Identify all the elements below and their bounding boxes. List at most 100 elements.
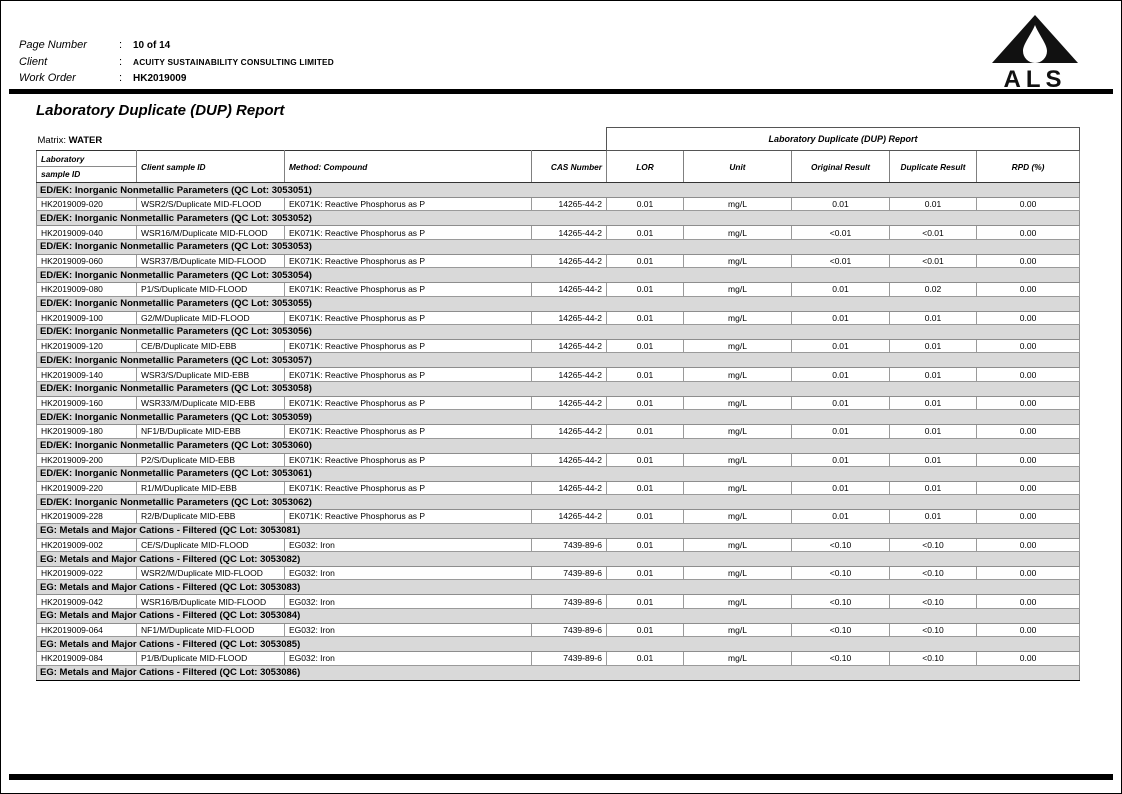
cell-unit: mg/L [683,367,792,382]
cell-lor: 0.01 [606,282,684,297]
cell-rpd: 0.00 [975,566,1081,581]
cell-client-id: NF1/M/Duplicate MID-FLOOD [136,623,285,638]
bottom-divider-bar [9,774,1113,780]
cell-unit: mg/L [683,538,792,553]
cell-lor: 0.01 [606,566,684,581]
cell-unit: mg/L [683,197,792,212]
section-header-row: ED/EK: Inorganic Nonmetallic Parameters … [35,323,1081,340]
cell-rpd: 0.00 [975,367,1081,382]
cell-client-id: R2/B/Duplicate MID-EBB [136,509,285,524]
cell-unit: mg/L [683,424,792,439]
cell-client-id: P1/B/Duplicate MID-FLOOD [136,651,285,666]
table-row: HK2019009-002 CE/S/Duplicate MID-FLOOD EG0… [36,538,1081,553]
cell-cas: 14265-44-2 [531,282,607,297]
cell-cas: 7439-89-6 [531,651,607,666]
section-header-row: ED/EK: Inorganic Nonmetallic Parameters … [35,465,1081,482]
cell-lor: 0.01 [606,225,684,240]
section-title: EG: Metals and Major Cations - Filtered … [35,522,1081,539]
cell-method: EG032: Iron [284,538,532,553]
section-title: ED/EK: Inorganic Nonmetallic Parameters … [35,465,1081,482]
cell-lab-id: HK2019009-100 [36,311,137,325]
cell-lab-id: HK2019009-200 [36,453,137,467]
cell-client-id: WSR3/S/Duplicate MID-EBB [136,367,285,382]
cell-lab-id: HK2019009-220 [36,481,137,496]
cell-method: EK071K: Reactive Phosphorus as P [284,367,532,382]
section-header-row: EG: Metals and Major Cations - Filtered … [35,607,1081,624]
section-title: ED/EK: Inorganic Nonmetallic Parameters … [35,494,1081,511]
cell-original: 0.01 [791,453,890,467]
cell-original: <0.10 [791,538,890,553]
cell-client-id: WSR2/S/Duplicate MID-FLOOD [136,197,285,212]
colon: : [119,72,123,84]
col-header-client-sample-id: Client sample ID [136,150,285,183]
cell-rpd: 0.00 [975,311,1081,325]
als-logo-text: ALS [1004,66,1067,91]
cell-cas: 14265-44-2 [531,311,607,325]
dup-report-table: Matrix: WATER Laboratory Duplicate (DUP)… [35,127,1081,681]
cell-lab-id: HK2019009-040 [36,225,137,240]
cell-unit: mg/L [683,481,792,496]
cell-lor: 0.01 [606,424,684,439]
table-row: HK2019009-080 P1/S/Duplicate MID-FLOOD EK0… [36,282,1081,297]
table-row: HK2019009-040 WSR16/M/Duplicate MID-FLOOD… [36,225,1081,240]
cell-duplicate: <0.10 [889,538,977,553]
cell-cas: 14265-44-2 [531,481,607,496]
cell-client-id: WSR37/B/Duplicate MID-FLOOD [136,254,285,269]
cell-lor: 0.01 [606,509,684,524]
cell-rpd: 0.00 [975,509,1081,524]
cell-method: EG032: Iron [284,594,532,609]
section-header-row: ED/EK: Inorganic Nonmetallic Parameters … [35,437,1081,454]
cell-lab-id: HK2019009-022 [36,566,137,581]
cell-lab-id: HK2019009-084 [36,651,137,666]
cell-rpd: 0.00 [975,225,1081,240]
section-header-row: ED/EK: Inorganic Nonmetallic Parameters … [35,409,1081,426]
cell-duplicate: 0.02 [889,282,977,297]
col-header-original-result: Original Result [791,150,890,183]
cell-cas: 14265-44-2 [531,367,607,382]
cell-rpd: 0.00 [975,623,1081,638]
cell-unit: mg/L [683,311,792,325]
cell-rpd: 0.00 [975,396,1081,411]
cell-rpd: 0.00 [975,594,1081,609]
cell-method: EK071K: Reactive Phosphorus as P [284,225,532,240]
client-value: ACUITY SUSTAINABILITY CONSULTING LIMITED [133,57,334,67]
cell-cas: 14265-44-2 [531,396,607,411]
cell-method: EK071K: Reactive Phosphorus as P [284,311,532,325]
section-title: ED/EK: Inorganic Nonmetallic Parameters … [35,323,1081,340]
cell-method: EK071K: Reactive Phosphorus as P [284,453,532,467]
section-title: ED/EK: Inorganic Nonmetallic Parameters … [35,352,1081,369]
section-header-row: ED/EK: Inorganic Nonmetallic Parameters … [35,267,1081,284]
cell-duplicate: <0.01 [889,254,977,269]
cell-client-id: NF1/B/Duplicate MID-EBB [136,424,285,439]
table-row: HK2019009-200 P2/S/Duplicate MID-EBB EK071… [36,453,1081,467]
cell-original: 0.01 [791,282,890,297]
section-title: EG: Metals and Major Cations - Filtered … [35,551,1081,568]
section-title: ED/EK: Inorganic Nonmetallic Parameters … [35,295,1081,312]
client-row: Client : ACUITY SUSTAINABILITY CONSULTIN… [19,54,334,70]
cell-duplicate: 0.01 [889,367,977,382]
table-row: HK2019009-022 WSR2/M/Duplicate MID-FLOOD E… [36,566,1081,581]
cell-rpd: 0.00 [975,424,1081,439]
cell-lab-id: HK2019009-080 [36,282,137,297]
table-row: HK2019009-042 WSR16/B/Duplicate MID-FLOOD… [36,594,1081,609]
cell-lab-id: HK2019009-140 [36,367,137,382]
table-row: HK2019009-060 WSR37/B/Duplicate MID-FLOOD… [36,254,1081,269]
cell-client-id: R1/M/Duplicate MID-EBB [136,481,285,496]
section-header-row: EG: Metals and Major Cations - Filtered … [35,636,1081,653]
cell-lor: 0.01 [606,651,684,666]
cell-client-id: P2/S/Duplicate MID-EBB [136,453,285,467]
section-title: EG: Metals and Major Cations - Filtered … [35,579,1081,596]
section-title: ED/EK: Inorganic Nonmetallic Parameters … [35,210,1081,227]
cell-lor: 0.01 [606,367,684,382]
section-title: EG: Metals and Major Cations - Filtered … [35,607,1081,624]
col-header-rpd: RPD (%) [975,150,1081,183]
cell-duplicate: 0.01 [889,197,977,212]
column-header-row: Laboratory sample ID Client sample ID Me… [36,150,1081,183]
cell-method: EK071K: Reactive Phosphorus as P [284,197,532,212]
cell-cas: 14265-44-2 [531,509,607,524]
cell-original: 0.01 [791,481,890,496]
cell-rpd: 0.00 [975,339,1081,354]
cell-original: <0.01 [791,254,890,269]
col-header-method-compound: Method: Compound [284,150,532,183]
